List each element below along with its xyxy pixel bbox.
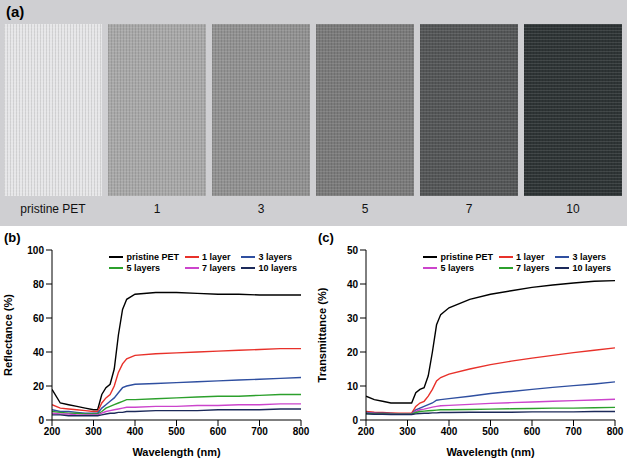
svg-text:600: 600 <box>524 426 541 437</box>
svg-text:200: 200 <box>44 426 61 437</box>
html-text:(a): (a) <box>6 3 25 20</box>
svg-text:Wavelength (nm): Wavelength (nm) <box>132 446 221 458</box>
svg-text:50: 50 <box>347 245 359 256</box>
svg-text:Transmittance (%): Transmittance (%) <box>316 287 328 382</box>
html-text:(c): (c) <box>318 230 334 245</box>
html-text:(b): (b) <box>4 230 21 245</box>
html-text:10 layers: 10 layers <box>258 263 297 273</box>
svg-text:700: 700 <box>565 426 582 437</box>
html-text:7: 7 <box>465 202 473 216</box>
html-text:3 layers: 3 layers <box>572 252 606 262</box>
svg-text:20: 20 <box>33 381 45 392</box>
svg-text:20: 20 <box>347 347 359 358</box>
svg-text:500: 500 <box>168 426 185 437</box>
html-text:1: 1 <box>153 202 161 216</box>
html-text:7 layers: 7 layers <box>201 263 236 273</box>
svg-text:60: 60 <box>33 313 45 324</box>
svg-text:Wavelength (nm): Wavelength (nm) <box>446 446 535 458</box>
svg-text:300: 300 <box>399 426 416 437</box>
svg-text:400: 400 <box>441 426 458 437</box>
html-text:1 layer: 1 layer <box>201 252 231 262</box>
html-text:pristine PET: pristine PET <box>20 202 86 216</box>
svg-text:Reflectance (%): Reflectance (%) <box>2 294 14 376</box>
html-text:pristine PET: pristine PET <box>440 252 493 262</box>
svg-text:200: 200 <box>358 426 375 437</box>
html-text:10: 10 <box>566 202 580 216</box>
html-text:10 layers: 10 layers <box>572 263 611 273</box>
svg-text:100: 100 <box>27 245 44 256</box>
svg-text:40: 40 <box>33 347 45 358</box>
svg-text:0: 0 <box>352 415 358 426</box>
svg-text:400: 400 <box>127 426 144 437</box>
svg-text:30: 30 <box>347 313 359 324</box>
svg-text:800: 800 <box>607 426 624 437</box>
html-text:3 layers: 3 layers <box>258 252 292 262</box>
svg-text:700: 700 <box>251 426 268 437</box>
html-text:5 layers: 5 layers <box>126 263 160 273</box>
svg-text:600: 600 <box>210 426 227 437</box>
svg-text:80: 80 <box>33 279 45 290</box>
html-text:3: 3 <box>257 202 265 216</box>
svg-text:10: 10 <box>347 381 359 392</box>
svg-text:500: 500 <box>482 426 499 437</box>
html-text:5 layers: 5 layers <box>440 263 474 273</box>
html-text:1 layer: 1 layer <box>515 252 545 262</box>
html-text:pristine PET: pristine PET <box>126 252 179 262</box>
svg-text:300: 300 <box>85 426 102 437</box>
html-text:7 layers: 7 layers <box>515 263 550 273</box>
svg-text:40: 40 <box>347 279 359 290</box>
html-text:5: 5 <box>361 202 369 216</box>
svg-text:800: 800 <box>293 426 310 437</box>
svg-text:0: 0 <box>38 415 44 426</box>
